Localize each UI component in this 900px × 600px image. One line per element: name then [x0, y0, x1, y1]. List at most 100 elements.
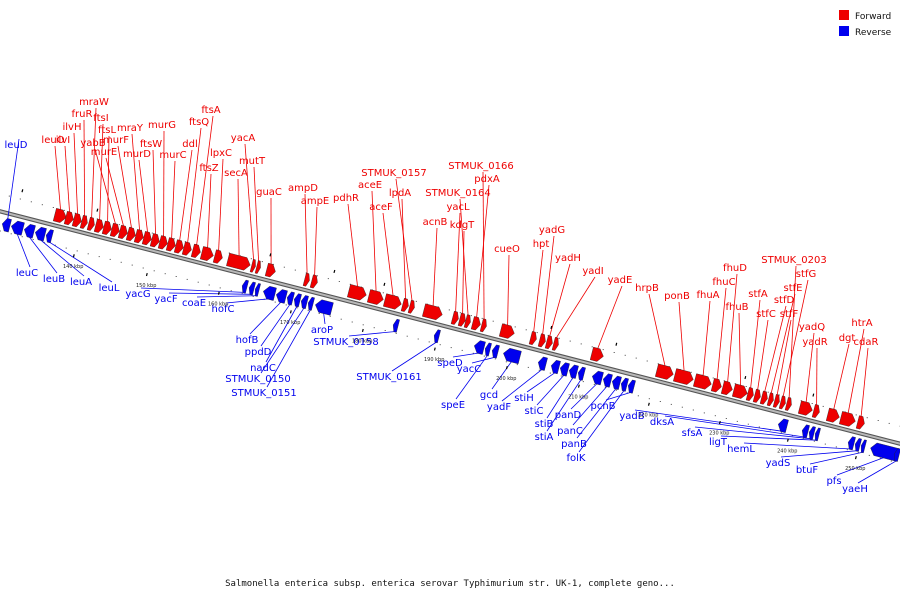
forward-gene-arrow-ftsL	[101, 220, 112, 235]
forward-gene-arrow-yadR	[811, 404, 820, 418]
reverse-gene-label: panB	[561, 439, 587, 450]
dot-below	[417, 338, 419, 340]
scale-tick-mark	[647, 402, 650, 406]
dot-below	[714, 415, 716, 417]
reverse-gene-arrow-sfsA	[808, 426, 816, 440]
dot-below	[681, 406, 683, 408]
reverse-gene-arrow-speD	[474, 340, 486, 355]
forward-gene-arrow-fhuD-shape	[720, 380, 733, 396]
reverse-gene-label: STMUK_0161	[356, 372, 421, 383]
forward-gene-label: mutT	[239, 156, 266, 167]
scale-tick-label: 230 kbp	[709, 431, 729, 437]
forward-gene-leader	[187, 127, 202, 244]
dot-above	[646, 360, 648, 362]
reverse-gene-leader	[526, 372, 556, 393]
forward-gene-label: stfA	[748, 289, 768, 300]
dot-below	[296, 307, 298, 309]
forward-gene-arrow-leuO	[52, 208, 67, 223]
dot-below	[494, 358, 496, 360]
forward-gene-arrow-secA	[226, 252, 251, 271]
forward-gene-arrow-murD-shape	[141, 231, 152, 246]
dot-below	[439, 344, 441, 346]
legend-forward-label: Forward	[855, 12, 891, 22]
forward-gene-label: ilvI	[56, 135, 70, 146]
reverse-gene-label: stiB	[535, 419, 554, 430]
forward-gene-label: ftsW	[140, 139, 162, 150]
dot-below	[648, 398, 650, 400]
forward-gene-leader	[482, 171, 485, 320]
forward-gene-arrow-yacL-shape	[450, 310, 459, 325]
dot-above	[228, 252, 230, 254]
forward-gene-label: ftsL	[98, 125, 116, 136]
forward-gene-arrow-cdaR	[855, 415, 865, 430]
dot-above	[745, 386, 747, 387]
legend-reverse-swatch	[839, 26, 849, 36]
forward-gene-arrow-yacA	[249, 258, 256, 273]
dot-above	[602, 349, 604, 351]
scale-tick-mark	[72, 254, 75, 258]
dot-below	[868, 454, 870, 456]
reverse-gene-label: yaeH	[842, 484, 868, 495]
scale-tick-mark	[854, 456, 857, 460]
forward-gene-label: lpxC	[210, 148, 232, 159]
forward-gene-arrow-kdgT-shape	[457, 312, 466, 327]
forward-gene-arrow-ftsQ-shape	[181, 241, 192, 256]
forward-gene-arrow-mutT-shape	[254, 260, 261, 274]
forward-gene-label: ampD	[288, 183, 318, 194]
reverse-gene-leader	[743, 442, 852, 450]
reverse-gene-arrow-yacG-shape	[242, 279, 249, 294]
forward-gene-leader	[770, 293, 796, 394]
reverse-gene-arrow-speE-shape	[485, 342, 492, 357]
scale-tick-label: 180 kbp	[352, 339, 372, 345]
forward-gene-arrow-yadQ-shape	[797, 400, 813, 416]
forward-gene-leader	[371, 190, 377, 292]
forward-gene-arrow-fruR	[79, 215, 88, 229]
forward-gene-arrow-ftsA-shape	[190, 243, 201, 258]
reverse-gene-arrow-ligT	[814, 427, 821, 442]
dot-below	[747, 423, 749, 425]
dot-below	[604, 386, 606, 388]
reverse-gene-label: pfs	[826, 476, 841, 487]
dot-below	[54, 244, 56, 246]
reverse-gene-label: hofB	[236, 335, 259, 346]
forward-gene-leader	[757, 319, 769, 391]
dot-below	[131, 264, 133, 266]
dot-below	[780, 432, 782, 434]
reverse-gene-arrow-speE	[485, 342, 492, 357]
reverse-gene-arrow-panC-shape	[603, 373, 613, 388]
forward-gene-arrow-cueO-shape	[498, 323, 515, 339]
forward-gene-label: ilvH	[63, 122, 82, 133]
forward-gene-label: ponB	[664, 291, 690, 302]
reverse-gene-arrow-ligT-shape	[814, 427, 821, 442]
reverse-gene-label: nadC	[250, 363, 276, 374]
forward-gene-arrow-stfG	[778, 395, 786, 410]
reverse-gene-leader	[720, 435, 818, 441]
reverse-gene-label: leuC	[16, 268, 38, 279]
dot-below	[835, 446, 837, 448]
forward-gene-label: mraY	[117, 123, 144, 134]
forward-gene-arrow-stfD	[759, 390, 768, 405]
forward-gene-leader	[395, 178, 413, 302]
forward-gene-leader	[117, 145, 132, 229]
forward-gene-arrow-STMUK_0166-shape	[479, 318, 487, 333]
dot-above	[470, 315, 472, 317]
dot-below	[186, 278, 188, 280]
reverse-gene-arrow-yadB	[778, 418, 789, 433]
dot-above	[250, 258, 252, 260]
forward-gene-arrow-yadR-shape	[811, 404, 820, 418]
scale-tick-label: 200 kbp	[496, 376, 516, 382]
dot-below	[87, 253, 89, 255]
reverse-gene-arrow-yacG	[242, 279, 249, 294]
forward-gene-arrow-ampD-shape	[302, 272, 310, 287]
forward-gene-leader	[597, 285, 623, 350]
dot-below	[32, 239, 34, 240]
reverse-gene-arrow-hofB	[276, 289, 288, 304]
dot-below	[329, 315, 331, 317]
forward-gene-arrow-lpxC-shape	[212, 249, 223, 264]
dot-above	[294, 269, 296, 271]
forward-gene-arrow-STMUK_0203-shape	[784, 397, 792, 411]
forward-gene-label: lpdA	[389, 188, 411, 199]
legend-reverse-label: Reverse	[855, 28, 892, 38]
forward-gene-arrow-murF-shape	[125, 226, 136, 242]
forward-gene-arrow-kdgT	[457, 312, 466, 327]
